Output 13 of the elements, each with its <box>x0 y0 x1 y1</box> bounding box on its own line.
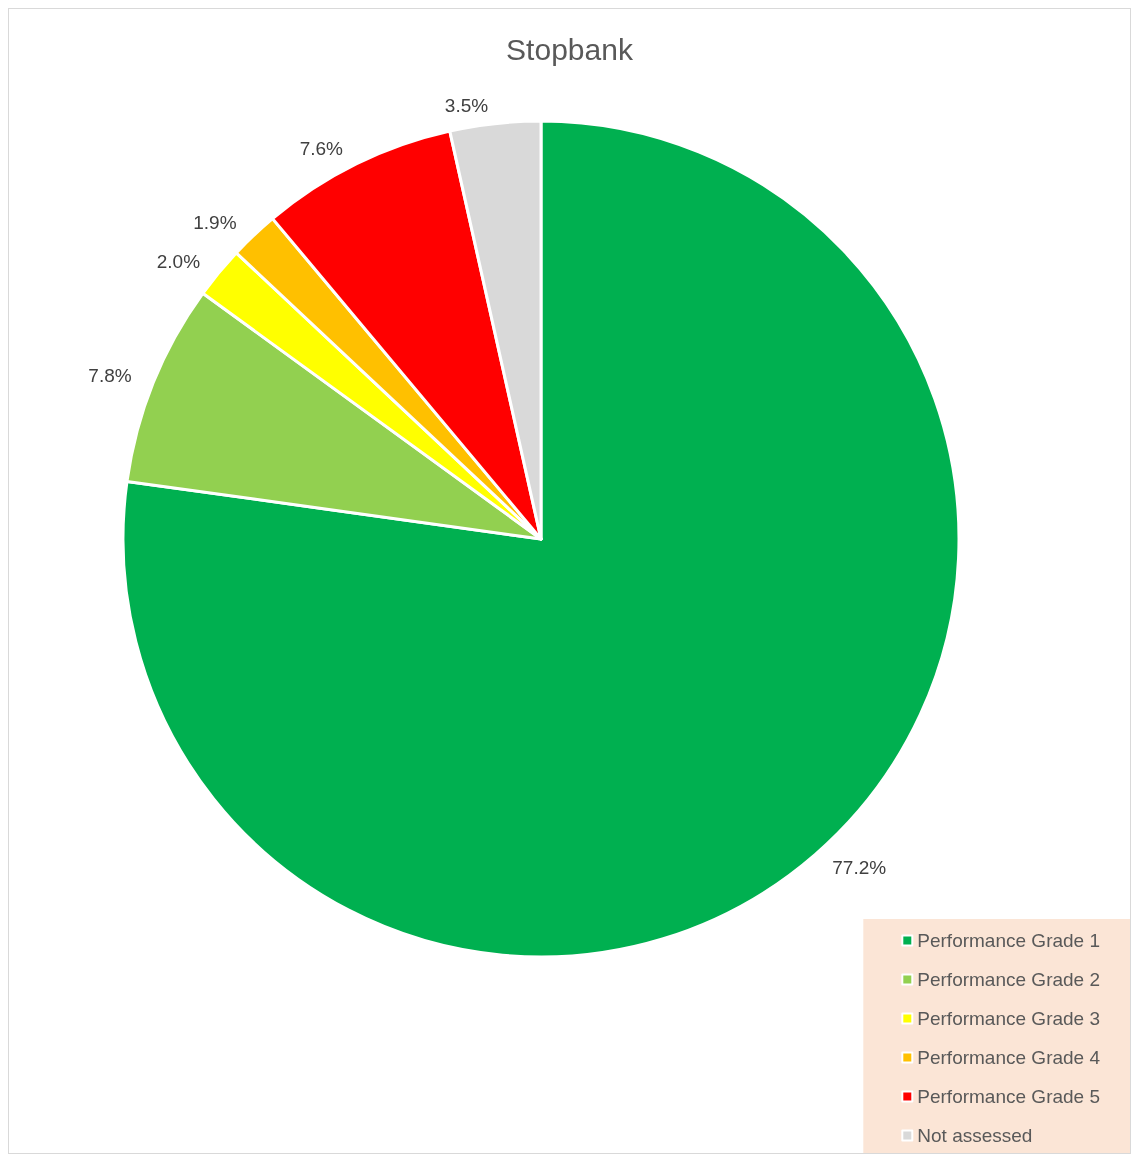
data-label: 2.0% <box>156 250 201 272</box>
legend-label: Performance Grade 2 <box>917 969 1100 990</box>
data-label: 1.9% <box>193 211 237 233</box>
legend-label: Performance Grade 4 <box>917 1047 1101 1068</box>
chart-title: Stopbank <box>506 32 634 66</box>
legend-label: Performance Grade 5 <box>917 1086 1100 1107</box>
data-label: 7.6% <box>299 137 344 159</box>
data-label: 77.2% <box>832 857 887 879</box>
data-label: 7.8% <box>88 365 132 387</box>
data-label: 3.5% <box>444 95 489 117</box>
legend-label: Performance Grade 1 <box>917 930 1100 951</box>
legend-label: Not assessed <box>917 1125 1033 1146</box>
legend-label: Performance Grade 3 <box>917 1008 1100 1029</box>
